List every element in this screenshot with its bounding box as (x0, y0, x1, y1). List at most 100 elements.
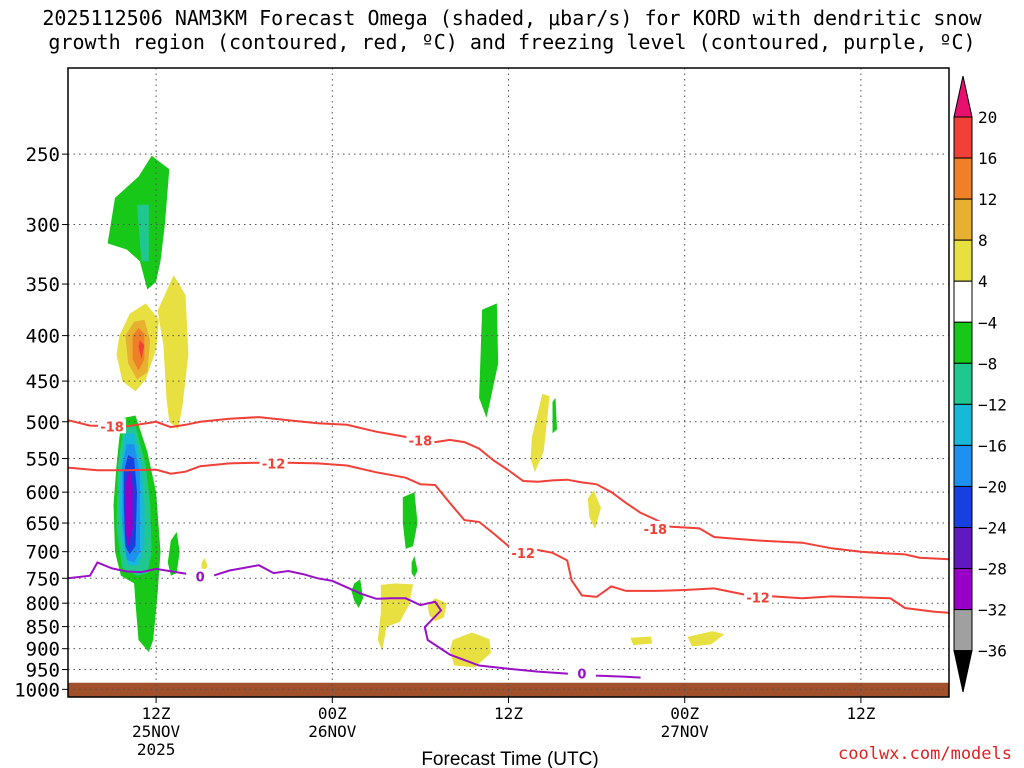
colorbar-legend: 20 16 12 8 4 −4 −8 −12 −16 −20 −24 −28 −32 −36 (953, 75, 1007, 693)
omega-region (377, 583, 414, 651)
omega-region (157, 275, 189, 430)
omega-region (138, 340, 145, 359)
omega-region (351, 579, 364, 608)
colorbar-label: 8 (978, 231, 988, 250)
contour-line (67, 561, 641, 679)
title-line-1: 2025112506 NAM3KM Forecast Omega (shaded… (42, 6, 982, 30)
omega-region (587, 490, 601, 529)
colorbar-swatch (953, 157, 973, 200)
colorbar-label: −8 (978, 354, 997, 373)
colorbar-label: −4 (978, 313, 997, 332)
contour-lines: -18 -18 -18 -12 -12 -12 0 0 (67, 416, 950, 683)
x-tick-label: 12Z (846, 704, 875, 723)
colorbar-label: −12 (978, 395, 1007, 414)
colorbar-label: 20 (978, 108, 997, 127)
omega-region (552, 397, 557, 434)
colorbar-top-arrow (953, 75, 973, 118)
y-tick-label: 1000 (14, 679, 60, 701)
x-tick-label: 12Z (142, 704, 171, 723)
contour-label: 0 (196, 571, 205, 586)
y-axis: 2503003504004505005506006507007508008509… (14, 144, 68, 701)
colorbar-swatch (953, 527, 973, 570)
x-tick-label: 2025 (137, 740, 176, 759)
contour-label-bg (641, 520, 670, 536)
colorbar-swatch (953, 280, 973, 323)
y-tick-label: 950 (26, 660, 60, 682)
y-tick-label: 600 (26, 482, 60, 504)
contour-label-bg (186, 568, 215, 584)
chart-title: 2025112506 NAM3KM Forecast Omega (shaded… (0, 6, 1024, 54)
colorbar-swatch (953, 362, 973, 405)
x-tick-label: 00Z (318, 704, 347, 723)
colorbar-swatch (953, 444, 973, 487)
colorbar-swatch (953, 609, 973, 652)
omega-region (530, 393, 550, 473)
y-tick-label: 650 (26, 513, 60, 535)
contour-label: -12 (511, 547, 535, 562)
y-tick-label: 550 (26, 449, 60, 471)
colorbar-label: −16 (978, 436, 1007, 455)
grid-lines (68, 68, 949, 697)
colorbar-label: −24 (978, 519, 1007, 538)
y-tick-label: 400 (26, 326, 60, 348)
colorbar-swatch (953, 116, 973, 159)
contour-label: -18 (409, 435, 433, 450)
title-line-2: growth region (contoured, red, ºC) and f… (48, 30, 976, 54)
omega-region (687, 631, 725, 647)
x-tick-label: 25NOV (132, 722, 181, 741)
contour-label-bg (98, 418, 127, 434)
omega-region (479, 303, 499, 418)
colorbar-swatch (953, 403, 973, 446)
colorbar-label: 4 (978, 272, 988, 291)
x-tick-label: 00Z (670, 704, 699, 723)
contour-label-bg (259, 455, 288, 471)
colorbar-swatch (953, 485, 973, 529)
y-tick-label: 500 (26, 412, 60, 434)
y-tick-label: 800 (26, 593, 60, 615)
contour-line (67, 416, 950, 561)
contour-label-bg (567, 665, 596, 681)
colorbar-label: −36 (978, 642, 1007, 661)
contour-label-bg (406, 432, 435, 448)
y-tick-label: 350 (26, 274, 60, 296)
omega-region (427, 598, 447, 622)
omega-region (132, 327, 145, 371)
omega-region (402, 492, 418, 549)
omega-region (630, 636, 653, 646)
site-credit: coolwx.com/models (838, 744, 1012, 764)
y-tick-label: 900 (26, 639, 60, 661)
x-axis-label: Forecast Time (UTC) (421, 749, 598, 768)
x-tick-label: 12Z (494, 704, 523, 723)
contour-label-bg (509, 544, 538, 560)
colorbar-swatch (953, 321, 973, 364)
contour-label: 0 (577, 668, 586, 683)
colorbar-label: −20 (978, 477, 1007, 496)
y-tick-label: 700 (26, 542, 60, 564)
y-tick-label: 450 (26, 371, 60, 393)
colorbar-swatch (953, 239, 973, 282)
colorbar-label: −32 (978, 601, 1007, 620)
y-tick-label: 250 (26, 144, 60, 166)
contour-label-bg (744, 589, 773, 605)
contour-label: -18 (100, 420, 124, 435)
contour-line (67, 461, 950, 614)
omega-region (411, 556, 418, 578)
omega-shading (107, 155, 725, 668)
colorbar-bottom-arrow (953, 650, 973, 693)
omega-region (137, 204, 149, 262)
omega-region (167, 531, 180, 576)
y-tick-label: 750 (26, 568, 60, 590)
x-tick-label: 27NOV (661, 722, 710, 741)
colorbar-label: −28 (978, 560, 1007, 579)
x-tick-label: 26NOV (308, 722, 357, 741)
omega-region (125, 468, 133, 547)
y-tick-label: 850 (26, 617, 60, 639)
colorbar-label: 16 (978, 149, 997, 168)
contour-label: -12 (746, 591, 770, 606)
colorbar-swatch (953, 198, 973, 241)
colorbar-swatch (953, 568, 973, 611)
contour-label: -12 (262, 457, 286, 472)
colorbar-label: 12 (978, 190, 997, 209)
